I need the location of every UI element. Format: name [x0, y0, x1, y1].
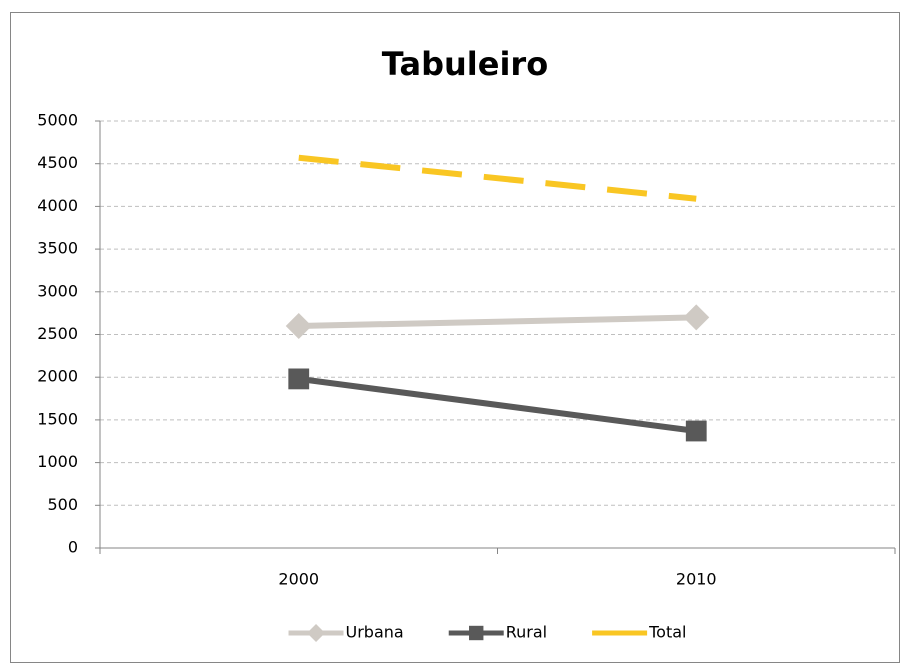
- y-tick-label: 500: [47, 495, 78, 514]
- marker: [307, 624, 326, 642]
- x-tick-label: 2010: [676, 570, 717, 589]
- y-tick-label: 3500: [37, 239, 78, 258]
- y-tick-label: 0: [68, 538, 78, 557]
- x-tick-label: 2000: [278, 570, 319, 589]
- chart-title: Tabuleiro: [382, 45, 548, 83]
- legend-label: Total: [648, 623, 686, 642]
- legend-label: Rural: [506, 623, 547, 642]
- marker: [288, 368, 310, 390]
- legend-label: Urbana: [346, 623, 404, 642]
- y-tick-label: 4500: [37, 153, 78, 172]
- series-line: [298, 154, 697, 202]
- marker: [285, 312, 312, 339]
- y-tick-label: 5000: [37, 111, 78, 130]
- y-tick-label: 2500: [37, 324, 78, 343]
- series-line: [298, 375, 697, 434]
- y-tick-label: 1000: [37, 452, 78, 471]
- marker: [469, 625, 484, 641]
- chart-frame: [10, 12, 900, 663]
- marker: [683, 304, 710, 331]
- y-tick-label: 4000: [37, 196, 78, 215]
- y-tick-label: 2000: [37, 367, 78, 386]
- series-line: [298, 314, 697, 329]
- marker: [685, 420, 707, 442]
- y-tick-label: 3000: [37, 281, 78, 300]
- y-tick-label: 1500: [37, 409, 78, 428]
